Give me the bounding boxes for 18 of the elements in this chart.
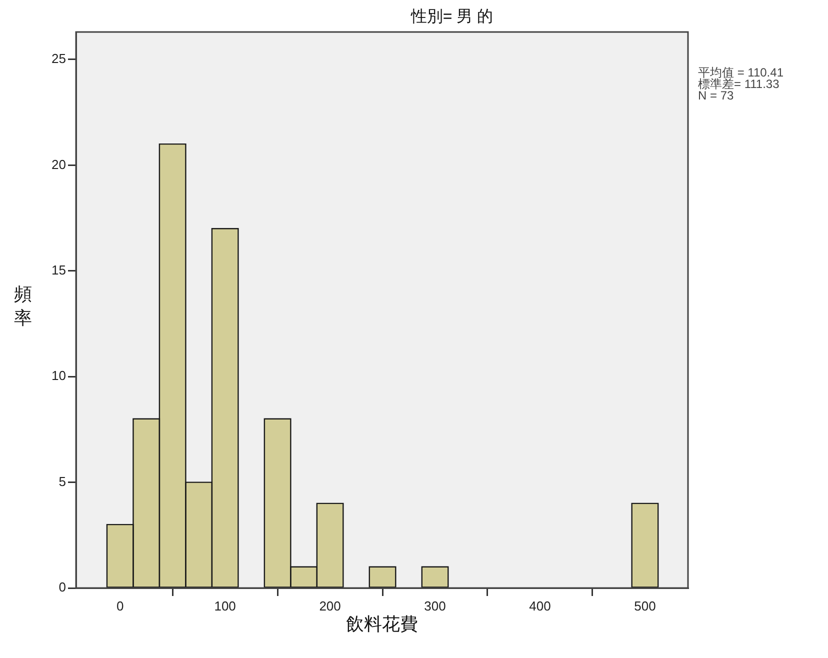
y-tick-label: 10 xyxy=(52,368,66,384)
y-tick-label: 0 xyxy=(58,580,66,595)
y-axis-title: 頻率 xyxy=(14,283,33,330)
x-tick-label: 200 xyxy=(319,598,341,614)
text: 標準差= 111.33 xyxy=(698,76,780,91)
text: 平均值 = 110.41 xyxy=(698,65,784,80)
y-tick-label: 5 xyxy=(58,474,66,489)
chart-title: 性別= 男 的 xyxy=(410,8,494,26)
x-tick-label: 400 xyxy=(529,598,551,614)
x-tick-label: 500 xyxy=(634,598,656,614)
x-axis-title: 飲料花費 xyxy=(346,614,418,634)
text: N = 73 xyxy=(698,88,734,102)
y-tick-label: 20 xyxy=(52,156,66,172)
x-tick-label: 0 xyxy=(116,598,124,614)
x-tick-label: 300 xyxy=(424,598,446,614)
y-tick-label: 25 xyxy=(52,51,66,66)
y-tick-label: 15 xyxy=(52,262,66,278)
x-tick-label: 100 xyxy=(214,598,236,614)
